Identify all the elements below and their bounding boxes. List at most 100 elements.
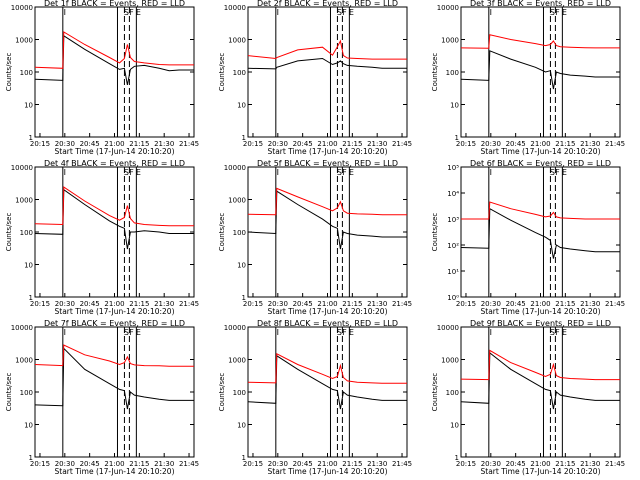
y-tick-label: 1000 — [15, 197, 33, 205]
x-tick-label: 21:30 — [580, 300, 600, 308]
x-tick-label: 21:15 — [129, 300, 149, 308]
y-tick-label: 1 — [455, 454, 459, 462]
y-tick-label: 100 — [20, 389, 33, 397]
series-line-lld — [34, 344, 194, 367]
panel-9: Det 9f BLACK = Events, RED = LLD 1 10 100 10… — [431, 319, 625, 476]
marker-label: S — [550, 328, 555, 337]
y-axis-label: Counts/sec — [431, 213, 439, 252]
x-tick-label: 21:15 — [342, 300, 362, 308]
x-tick-label: 21:30 — [154, 460, 174, 468]
plot-frame — [247, 6, 408, 138]
y-tick-label: 1000 — [15, 357, 33, 365]
y-axis-label: Counts/sec — [5, 53, 13, 92]
x-tick-label: 21:45 — [392, 300, 412, 308]
y-tick-label: 100 — [20, 69, 33, 77]
series-line-events — [247, 190, 407, 250]
x-tick-label: 20:30 — [55, 460, 75, 468]
marker-label: E — [562, 8, 567, 17]
y-tick-label: 100 — [233, 389, 246, 397]
y-tick-label: 1 — [29, 294, 33, 302]
x-tick-label: 21:15 — [555, 300, 575, 308]
x-tick-label: 20:15 — [243, 140, 263, 148]
marker-label: I — [64, 328, 66, 337]
marker-label: E — [349, 8, 354, 17]
plot-frame — [247, 326, 408, 458]
x-tick-label: 21:15 — [129, 460, 149, 468]
series-line-lld — [460, 349, 620, 381]
y-tick-label: 10000 — [11, 324, 33, 332]
x-tick-label: 21:45 — [605, 460, 625, 468]
marker-label: I — [277, 8, 279, 17]
y-tick-label: 1000 — [15, 37, 33, 45]
y-tick-label: 1000 — [441, 37, 459, 45]
y-tick-label: 100 — [20, 229, 33, 237]
marker-label: S — [550, 8, 555, 17]
marker-label: F — [555, 328, 560, 337]
y-tick-label: 1000 — [441, 357, 459, 365]
y-tick-label: 1 — [242, 134, 246, 142]
y-tick-label: 10 — [24, 262, 33, 270]
marker-label: E — [136, 328, 141, 337]
y-axis-label: Counts/sec — [5, 213, 13, 252]
plot-frame — [460, 166, 621, 298]
x-axis-label: Start Time (17-Jun-14 20:10:20) — [268, 147, 388, 156]
series-line-lld — [247, 352, 407, 384]
x-axis-label: Start Time (17-Jun-14 20:10:20) — [55, 147, 175, 156]
series-line-events — [247, 354, 407, 410]
series-line-lld — [34, 31, 194, 69]
x-tick-label: 20:15 — [243, 300, 263, 308]
panel-title: Det 3f BLACK = Events, RED = LLD — [470, 0, 611, 8]
panel-3: Det 3f BLACK = Events, RED = LLD 1 10 100 10… — [431, 0, 625, 156]
series-line-lld — [34, 186, 194, 227]
y-tick-label: 10000 — [224, 324, 246, 332]
x-tick-label: 20:30 — [268, 140, 288, 148]
x-tick-label: 21:30 — [367, 460, 387, 468]
x-tick-label: 21:00 — [104, 460, 124, 468]
marker-label: F — [342, 8, 347, 17]
panel-4: Det 4f BLACK = Events, RED = LLD 1 10 100 10… — [5, 159, 199, 316]
x-axis-label: Start Time (17-Jun-14 20:10:20) — [481, 147, 601, 156]
x-tick-label: 20:30 — [55, 300, 75, 308]
x-tick-label: 21:15 — [342, 460, 362, 468]
y-tick-label: 10¹ — [447, 268, 459, 276]
panel-title: Det 9f BLACK = Events, RED = LLD — [470, 319, 611, 328]
x-tick-label: 21:30 — [154, 300, 174, 308]
x-tick-label: 20:45 — [80, 460, 100, 468]
marker-label: F — [129, 8, 134, 17]
y-axis-label: Counts/sec — [218, 373, 226, 412]
x-tick-label: 21:15 — [555, 460, 575, 468]
marker-label: F — [129, 328, 134, 337]
x-tick-label: 21:00 — [530, 460, 550, 468]
marker-label: I — [277, 328, 279, 337]
marker-label: F — [555, 168, 560, 177]
marker-label: F — [342, 168, 347, 177]
marker-label: I — [490, 168, 492, 177]
panel-2: Det 2f BLACK = Events, RED = LLD 1 10 100 10… — [218, 0, 412, 156]
marker-label: E — [349, 168, 354, 177]
x-tick-label: 21:15 — [129, 140, 149, 148]
marker-label: E — [562, 168, 567, 177]
series-line-events — [460, 207, 620, 259]
plot-frame — [34, 326, 195, 458]
y-tick-label: 100 — [446, 389, 459, 397]
panel-7: Det 7f BLACK = Events, RED = LLD 1 10 100 10… — [5, 319, 199, 476]
series-line-events — [34, 347, 194, 410]
y-axis-label: Counts/sec — [5, 373, 13, 412]
marker-label: E — [349, 328, 354, 337]
x-tick-label: 20:45 — [80, 140, 100, 148]
x-tick-label: 21:15 — [342, 140, 362, 148]
y-tick-label: 10⁵ — [447, 164, 459, 172]
series-line-events — [460, 50, 620, 90]
marker-label: S — [337, 8, 342, 17]
marker-label: S — [124, 328, 129, 337]
x-axis-label: Start Time (17-Jun-14 20:10:20) — [55, 307, 175, 316]
x-tick-label: 21:45 — [179, 460, 199, 468]
y-tick-label: 10 — [24, 102, 33, 110]
x-tick-label: 21:30 — [154, 140, 174, 148]
x-tick-label: 20:30 — [481, 300, 501, 308]
series-line-lld — [461, 201, 620, 220]
panel-title: Det 6f BLACK = Events, RED = LLD — [470, 159, 611, 168]
x-tick-label: 21:00 — [317, 300, 337, 308]
marker-label: E — [562, 328, 567, 337]
